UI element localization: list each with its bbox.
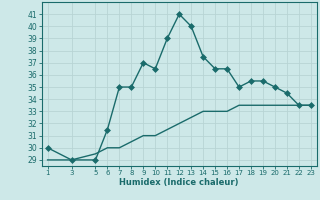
X-axis label: Humidex (Indice chaleur): Humidex (Indice chaleur) — [119, 178, 239, 187]
